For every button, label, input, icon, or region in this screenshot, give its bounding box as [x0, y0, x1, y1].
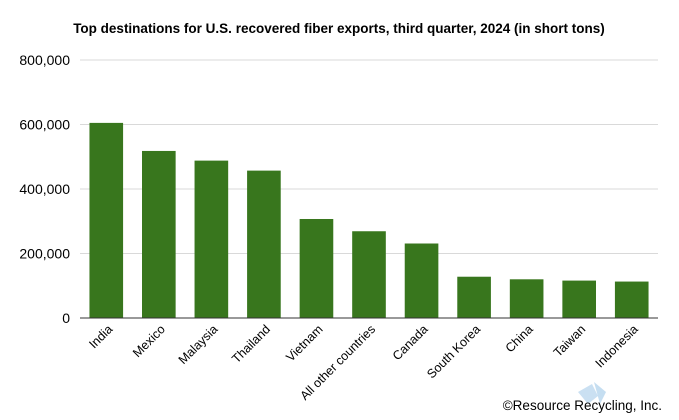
y-tick-label: 200,000 [19, 246, 70, 262]
x-tick-label: Malaysia [176, 322, 221, 367]
bars [89, 122, 649, 318]
source-credit: ©Resource Recycling, Inc. [503, 398, 662, 413]
bar-vietnam [299, 218, 334, 318]
bar-malaysia [194, 160, 229, 318]
y-tick-label: 0 [62, 310, 70, 326]
bar-china [509, 279, 544, 318]
x-tick-label: Canada [390, 322, 431, 363]
bar-all-other-countries [352, 231, 386, 318]
y-tick-label: 800,000 [19, 52, 70, 68]
x-tick-label: South Korea [424, 322, 483, 381]
x-tick-label: Indonesia [593, 322, 641, 370]
watermark-logo [578, 382, 606, 404]
y-tick-label: 400,000 [19, 181, 70, 197]
y-axis-ticks: 0 200,000 400,000 600,000 800,000 [19, 52, 70, 326]
x-tick-label: Thailand [229, 322, 273, 366]
bar-indonesia [614, 281, 649, 318]
x-tick-label: Mexico [130, 322, 168, 360]
bar-canada [404, 243, 439, 318]
bar-mexico [142, 150, 176, 318]
x-tick-label: India [86, 322, 115, 351]
bar-south-korea [457, 276, 491, 318]
bar-taiwan [562, 280, 596, 318]
bar-thailand [247, 170, 281, 318]
x-tick-label: China [503, 322, 536, 355]
x-tick-label: Vietnam [283, 322, 325, 364]
y-tick-label: 600,000 [19, 117, 70, 133]
x-tick-label: Taiwan [551, 322, 588, 359]
chart-title: Top destinations for U.S. recovered fibe… [73, 21, 605, 36]
bar-india [89, 122, 124, 318]
